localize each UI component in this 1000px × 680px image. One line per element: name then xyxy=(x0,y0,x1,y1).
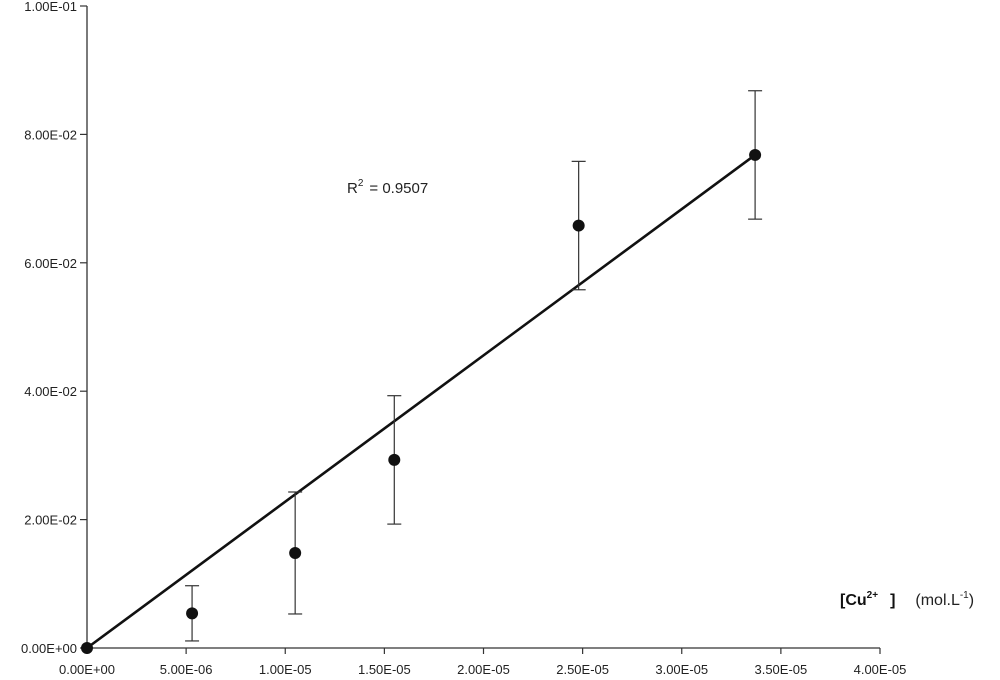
x-axis-label: [Cu2+] (mol.L-1) xyxy=(840,590,974,609)
x-tick-label: 3.00E-05 xyxy=(655,662,708,677)
y-tick-label: 1.00E-01 xyxy=(24,0,77,14)
x-tick-label: 2.00E-05 xyxy=(457,662,510,677)
x-tick-label: 3.50E-05 xyxy=(754,662,807,677)
y-tick-label: 2.00E-02 xyxy=(24,513,77,528)
x-tick-label: 5.00E-06 xyxy=(160,662,213,677)
x-tick-label: 2.50E-05 xyxy=(556,662,609,677)
data-point xyxy=(81,642,93,654)
x-tick-label: 0.00E+00 xyxy=(59,662,115,677)
data-point xyxy=(388,453,401,466)
data-point xyxy=(749,148,762,161)
data-points xyxy=(81,148,762,654)
x-tick-label: 1.50E-05 xyxy=(358,662,411,677)
r-squared-annotation: R2 = 0.9507 xyxy=(347,178,428,197)
x-tick-label: 1.00E-05 xyxy=(259,662,312,677)
x-tick-label: 4.00E-05 xyxy=(854,662,907,677)
y-tick-label: 8.00E-02 xyxy=(24,127,77,142)
error-bars xyxy=(185,90,763,642)
data-point xyxy=(289,546,302,559)
y-tick-label: 4.00E-02 xyxy=(24,384,77,399)
fit-line xyxy=(86,153,756,650)
y-axis-ticks: 0.00E+00 2.00E-02 4.00E-02 6.00E-02 8.00E-02… xyxy=(21,0,87,656)
data-point xyxy=(186,607,199,620)
fit-line-group xyxy=(86,153,756,650)
axes xyxy=(86,6,880,649)
data-point xyxy=(572,219,585,232)
y-tick-label: 6.00E-02 xyxy=(24,256,77,271)
y-tick-label: 0.00E+00 xyxy=(21,641,77,656)
x-axis-ticks: 0.00E+00 5.00E-06 1.00E-05 1.50E-05 2.00E-05… xyxy=(59,648,906,677)
